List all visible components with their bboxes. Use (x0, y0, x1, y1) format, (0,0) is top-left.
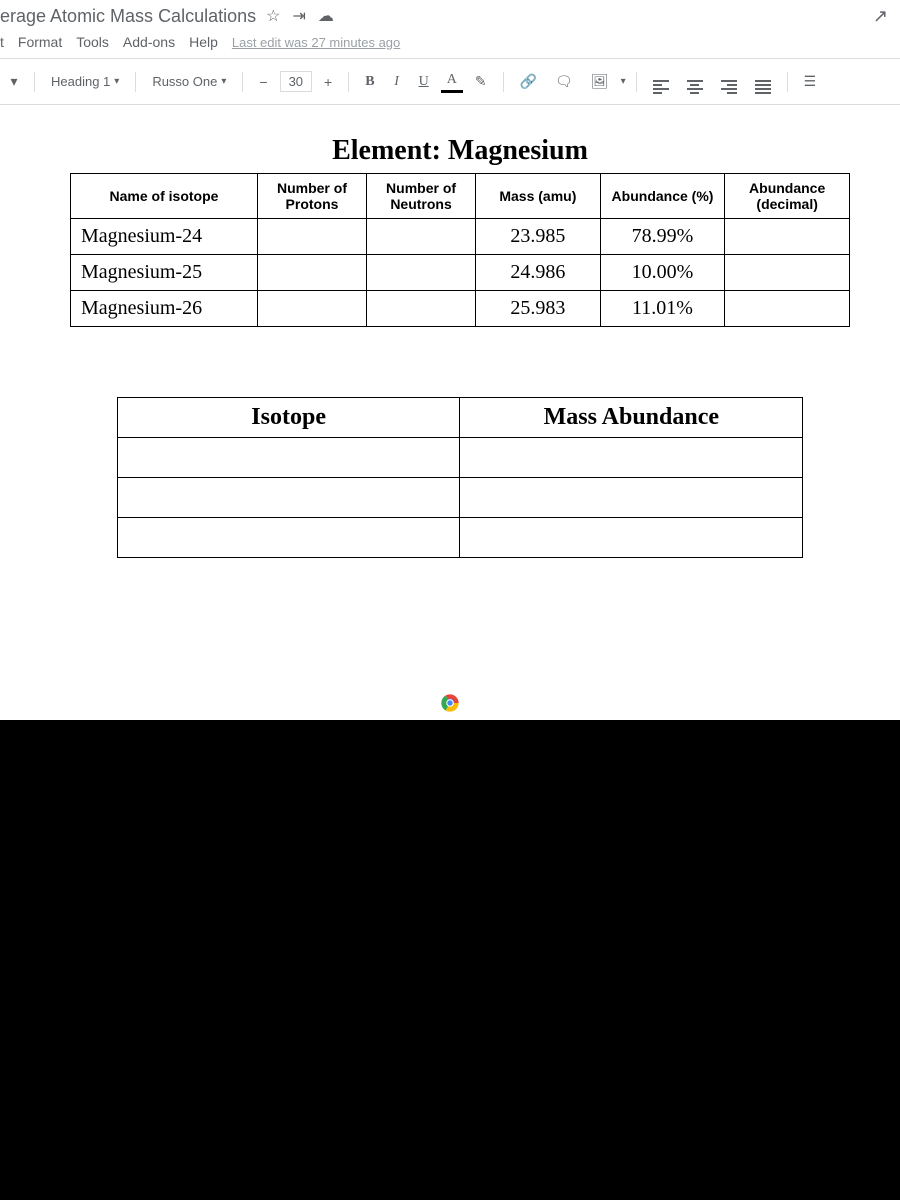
header-isotope: Isotope (117, 398, 460, 438)
cell (460, 518, 803, 558)
cell-neutrons (367, 219, 476, 255)
activity-icon[interactable]: ↗ (873, 6, 888, 27)
menu-t[interactable]: t (0, 34, 4, 50)
insert-image-button[interactable]: 🖼 (585, 69, 615, 94)
align-justify-button[interactable] (749, 65, 777, 98)
cell-abun-dec (725, 291, 850, 327)
cell-neutrons (367, 255, 476, 291)
increase-font-button[interactable]: + (318, 70, 338, 94)
decrease-font-button[interactable]: − (253, 70, 273, 94)
comment-button[interactable]: 🗨 (549, 69, 579, 94)
cell-abun-pct: 11.01% (600, 291, 725, 327)
document-canvas[interactable]: Element: Magnesium Name of isotope Numbe… (0, 105, 900, 558)
menu-help[interactable]: Help (189, 34, 218, 50)
page-heading: Element: Magnesium (70, 135, 850, 167)
document-title[interactable]: erage Atomic Mass Calculations (0, 6, 256, 27)
cell-name: Magnesium-24 (71, 219, 258, 255)
align-right-button[interactable] (715, 65, 743, 98)
header-protons: Number of Protons (257, 174, 366, 219)
menu-addons[interactable]: Add-ons (123, 34, 175, 50)
cell (117, 478, 460, 518)
menu-tools[interactable]: Tools (76, 34, 109, 50)
cell (460, 478, 803, 518)
align-left-button[interactable] (647, 65, 675, 98)
header-abundance-dec: Abundance (decimal) (725, 174, 850, 219)
separator (348, 72, 349, 92)
separator (636, 72, 637, 92)
below-screen-area (0, 720, 900, 1200)
cell-neutrons (367, 291, 476, 327)
separator (242, 72, 243, 92)
separator (503, 72, 504, 92)
chrome-icon[interactable] (437, 690, 463, 716)
table-row[interactable] (117, 438, 802, 478)
cell-mass: 24.986 (476, 255, 601, 291)
cell-protons (257, 255, 366, 291)
cell-protons (257, 219, 366, 255)
move-icon[interactable]: ⇥ (290, 4, 307, 28)
chevron-down-icon: ▾ (114, 76, 119, 87)
table-header-row: Isotope Mass Abundance (117, 398, 802, 438)
cell (460, 438, 803, 478)
text-color-button[interactable]: A (441, 70, 463, 93)
underline-button[interactable]: U (413, 70, 435, 94)
header-neutrons: Number of Neutrons (367, 174, 476, 219)
table-row[interactable]: Magnesium-26 25.983 11.01% (71, 291, 850, 327)
isotope-table: Name of isotope Number of Protons Number… (70, 173, 850, 327)
highlight-button[interactable]: ✎ (469, 69, 493, 94)
calculation-table: Isotope Mass Abundance (117, 397, 803, 558)
header-mass: Mass (amu) (476, 174, 601, 219)
table-row[interactable] (117, 478, 802, 518)
header-abundance-pct: Abundance (%) (600, 174, 725, 219)
table-row[interactable]: Magnesium-24 23.985 78.99% (71, 219, 850, 255)
chevron-down-icon: ▾ (221, 76, 226, 87)
header-name: Name of isotope (71, 174, 258, 219)
menu-bar: t Format Tools Add-ons Help Last edit wa… (0, 30, 900, 58)
table-row[interactable] (117, 518, 802, 558)
line-spacing-button[interactable]: ☰ (798, 69, 823, 94)
cell-abun-dec (725, 255, 850, 291)
cell-name: Magnesium-26 (71, 291, 258, 327)
cell-protons (257, 291, 366, 327)
cell-abun-pct: 10.00% (600, 255, 725, 291)
paragraph-style-dropdown[interactable]: Heading 1 ▾ (45, 70, 125, 93)
edit-status[interactable]: Last edit was 27 minutes ago (232, 35, 400, 50)
cell (117, 518, 460, 558)
font-size-input[interactable]: 30 (280, 71, 312, 92)
separator (34, 72, 35, 92)
font-value: Russo One (152, 74, 217, 89)
font-dropdown[interactable]: Russo One ▾ (146, 70, 232, 93)
separator (135, 72, 136, 92)
toolbar: ▾ Heading 1 ▾ Russo One ▾ − 30 + B I U A… (0, 58, 900, 105)
align-center-button[interactable] (681, 65, 709, 98)
cell-name: Magnesium-25 (71, 255, 258, 291)
italic-button[interactable]: I (387, 70, 407, 94)
cell (117, 438, 460, 478)
insert-link-button[interactable]: 🔗 (514, 69, 543, 94)
cell-mass: 23.985 (476, 219, 601, 255)
title-bar: erage Atomic Mass Calculations ☆ ⇥ ☁ (0, 0, 900, 30)
chevron-down-icon[interactable]: ▾ (621, 76, 626, 87)
separator (787, 72, 788, 92)
cloud-icon[interactable]: ☁ (316, 4, 336, 28)
table-row[interactable]: Magnesium-25 24.986 10.00% (71, 255, 850, 291)
table-header-row: Name of isotope Number of Protons Number… (71, 174, 850, 219)
menu-format[interactable]: Format (18, 34, 62, 50)
star-icon[interactable]: ☆ (264, 4, 282, 28)
chevron-down-icon[interactable]: ▾ (4, 69, 24, 94)
paragraph-style-value: Heading 1 (51, 74, 110, 89)
bold-button[interactable]: B (359, 70, 380, 94)
cell-mass: 25.983 (476, 291, 601, 327)
cell-abun-pct: 78.99% (600, 219, 725, 255)
header-mass-abundance: Mass Abundance (460, 398, 803, 438)
cell-abun-dec (725, 219, 850, 255)
